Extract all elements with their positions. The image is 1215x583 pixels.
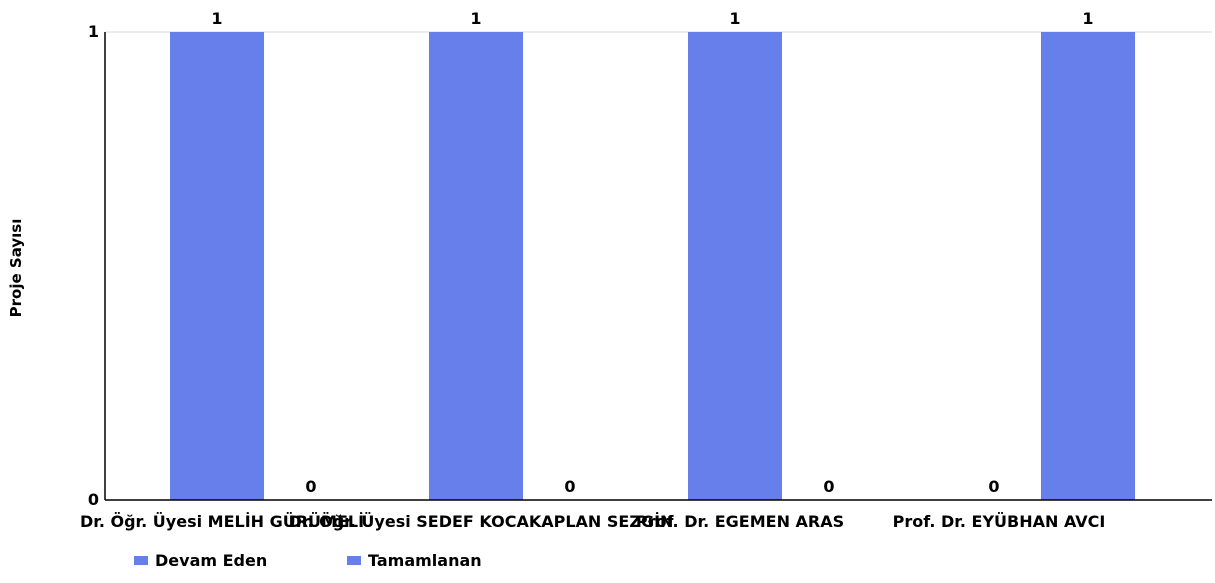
legend: Devam Eden Tamamlanan <box>134 551 482 570</box>
x-category-label: Dr. Öğr. Üyesi MELİH GÜRÜMELİ <box>80 512 364 531</box>
data-label: 0 <box>564 477 575 496</box>
x-category-label: Prof. Dr. EGEMEN ARAS <box>636 512 844 531</box>
bar-devam-eden <box>170 32 264 500</box>
data-label: 1 <box>470 9 481 28</box>
data-label: 1 <box>1082 9 1093 28</box>
data-labels: 1 0 1 0 1 0 0 1 <box>211 9 1093 496</box>
y-tick-labels: 01 <box>88 22 99 509</box>
bar-devam-eden <box>688 32 782 500</box>
bar-devam-eden <box>429 32 523 500</box>
y-axis-title: Proje Sayısı <box>7 219 25 318</box>
x-category-label: Dr. Öğr. Üyesi SEDEF KOCAKAPLAN SEZGİN <box>289 512 674 531</box>
data-label: 0 <box>823 477 834 496</box>
bars <box>170 32 1135 500</box>
legend-swatch <box>347 556 361 565</box>
y-tick-label: 1 <box>88 22 99 41</box>
axes <box>104 32 1212 501</box>
legend-label: Devam Eden <box>155 551 267 570</box>
legend-swatch <box>134 556 148 565</box>
x-category-label: Prof. Dr. EYÜBHAN AVCI <box>893 512 1106 531</box>
bar-tamamlanan <box>1041 32 1135 500</box>
legend-label: Tamamlanan <box>368 551 482 570</box>
data-label: 1 <box>729 9 740 28</box>
data-label: 0 <box>988 477 999 496</box>
data-label: 1 <box>211 9 222 28</box>
data-label: 0 <box>305 477 316 496</box>
y-tick-label: 0 <box>88 490 99 509</box>
